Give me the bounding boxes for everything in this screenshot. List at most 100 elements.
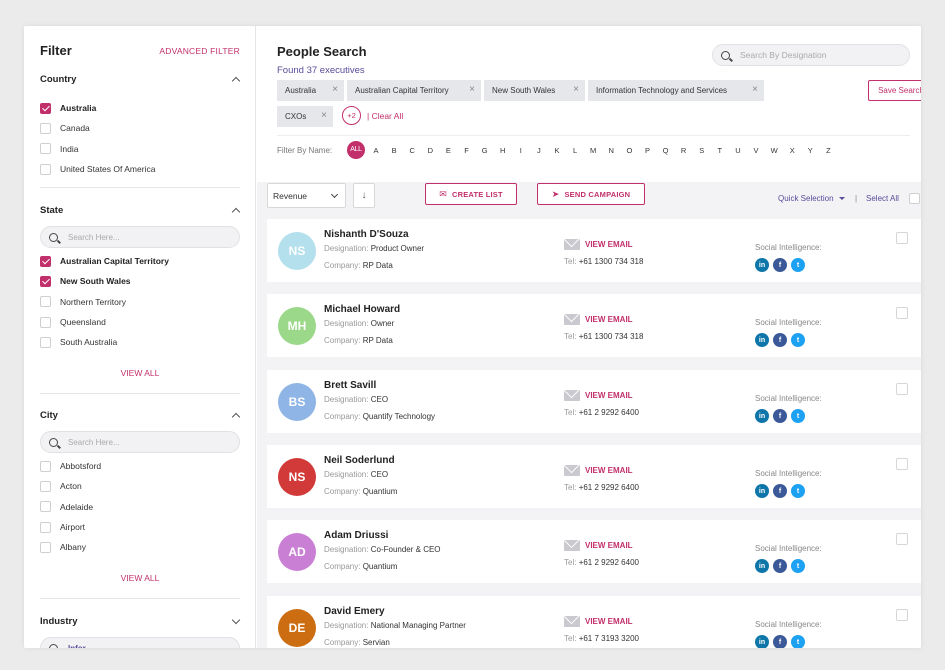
view-email-link[interactable]: VIEW EMAIL [585, 617, 633, 626]
industry-search-input[interactable] [68, 643, 218, 648]
city-option-adelaide[interactable]: Adelaide [40, 497, 240, 517]
select-all-checkbox[interactable] [909, 193, 920, 204]
twitter-icon[interactable]: t [791, 409, 805, 423]
quick-selection-dropdown[interactable]: Quick Selection [778, 194, 845, 203]
person-name[interactable]: Nishanth D'Souza [324, 229, 409, 240]
facebook-icon[interactable]: f [773, 409, 787, 423]
checkbox[interactable] [40, 521, 51, 533]
view-email-link[interactable]: VIEW EMAIL [585, 391, 633, 400]
country-option-usa[interactable]: United States Of America [40, 159, 240, 179]
close-icon[interactable]: × [752, 84, 758, 95]
letter-r[interactable]: R [680, 145, 687, 155]
close-icon[interactable]: × [469, 84, 475, 95]
letter-t[interactable]: T [717, 145, 723, 155]
close-icon[interactable]: × [332, 84, 338, 95]
checkbox[interactable] [40, 460, 51, 472]
city-header[interactable]: City [40, 408, 240, 422]
select-checkbox[interactable] [896, 533, 908, 545]
state-option-nsw[interactable]: New South Wales [40, 271, 240, 291]
sort-select[interactable]: Revenue [267, 183, 346, 208]
city-search[interactable] [40, 431, 240, 453]
create-list-button[interactable]: ✉ CREATE LIST [425, 183, 517, 205]
clear-all-link[interactable]: | Clear All [367, 111, 404, 121]
checkbox[interactable] [40, 255, 51, 267]
letter-p[interactable]: P [644, 145, 650, 155]
letter-q[interactable]: Q [662, 145, 669, 155]
letter-x[interactable]: X [789, 145, 795, 155]
city-option-albany[interactable]: Albany [40, 537, 240, 557]
twitter-icon[interactable]: t [791, 333, 805, 347]
letter-c[interactable]: C [409, 145, 415, 155]
person-card[interactable]: NS Neil Soderlund Designation: CEO Company:… [267, 445, 921, 508]
checkbox[interactable] [40, 163, 51, 175]
letter-f[interactable]: F [464, 145, 469, 155]
letter-u[interactable]: U [735, 145, 741, 155]
letter-v[interactable]: V [753, 145, 759, 155]
more-filters-badge[interactable]: +2 [342, 106, 361, 125]
linkedin-icon[interactable]: in [755, 333, 769, 347]
person-name[interactable]: David Emery [324, 606, 385, 617]
linkedin-icon[interactable]: in [755, 484, 769, 498]
checkbox[interactable] [40, 296, 51, 308]
city-view-all-link[interactable]: VIEW ALL [120, 573, 160, 584]
select-checkbox[interactable] [896, 232, 908, 244]
person-card[interactable]: NS Nishanth D'Souza Designation: Product O… [267, 219, 921, 282]
letter-n[interactable]: N [608, 145, 614, 155]
city-option-acton[interactable]: Acton [40, 476, 240, 496]
country-option-canada[interactable]: Canada [40, 118, 240, 138]
state-view-all-link[interactable]: VIEW ALL [120, 368, 160, 379]
chevron-up-icon[interactable] [232, 206, 240, 214]
checkbox[interactable] [40, 480, 51, 492]
checkbox[interactable] [40, 122, 51, 134]
city-option-abbotsford[interactable]: Abbotsford [40, 456, 240, 476]
checkbox[interactable] [40, 102, 51, 114]
letter-a[interactable]: A [373, 145, 379, 155]
letter-z[interactable]: Z [826, 145, 831, 155]
state-header[interactable]: State [40, 203, 240, 217]
person-card[interactable]: AD Adam Driussi Designation: Co-Founder & … [267, 520, 921, 583]
select-checkbox[interactable] [896, 307, 908, 319]
checkbox[interactable] [40, 501, 51, 513]
letter-b[interactable]: B [391, 145, 397, 155]
view-email-link[interactable]: VIEW EMAIL [585, 315, 633, 324]
linkedin-icon[interactable]: in [755, 559, 769, 573]
letter-h[interactable]: H [499, 145, 506, 155]
view-email-link[interactable]: VIEW EMAIL [585, 240, 633, 249]
advanced-filter-link[interactable]: ADVANCED FILTER [159, 45, 240, 56]
linkedin-icon[interactable]: in [755, 635, 769, 648]
letter-k[interactable]: K [554, 145, 560, 155]
checkbox[interactable] [40, 143, 51, 155]
state-option-sa[interactable]: South Australia [40, 332, 240, 352]
state-option-qld[interactable]: Queensland [40, 312, 240, 332]
chevron-up-icon[interactable] [232, 411, 240, 419]
close-icon[interactable]: × [321, 110, 327, 121]
letter-g[interactable]: G [481, 145, 488, 155]
state-search-input[interactable] [68, 232, 218, 242]
letter-y[interactable]: Y [807, 145, 813, 155]
letter-j[interactable]: J [537, 145, 541, 155]
close-icon[interactable]: × [573, 84, 579, 95]
letter-d[interactable]: D [427, 145, 434, 155]
facebook-icon[interactable]: f [773, 258, 787, 272]
send-campaign-button[interactable]: ➤ SEND CAMPAIGN [537, 183, 645, 205]
sort-direction-button[interactable]: ↓ [353, 183, 375, 208]
state-option-nt[interactable]: Northern Territory [40, 292, 240, 312]
letter-e[interactable]: E [445, 145, 451, 155]
industry-search[interactable] [40, 637, 240, 648]
country-option-australia[interactable]: Australia [40, 98, 240, 118]
letter-w[interactable]: W [770, 145, 778, 155]
city-search-input[interactable] [68, 437, 218, 447]
letter-o[interactable]: O [626, 145, 633, 155]
person-card[interactable]: DE David Emery Designation: National Manag… [267, 596, 921, 648]
designation-search[interactable] [712, 44, 910, 66]
person-card[interactable]: MH Michael Howard Designation: Owner Compan… [267, 294, 921, 357]
view-email-link[interactable]: VIEW EMAIL [585, 466, 633, 475]
person-card[interactable]: BS Brett Savill Designation: CEO Company: Q… [267, 370, 921, 433]
linkedin-icon[interactable]: in [755, 409, 769, 423]
letter-all[interactable]: ALL [347, 141, 365, 159]
state-option-act[interactable]: Australian Capital Territory [40, 251, 240, 271]
chevron-up-icon[interactable] [232, 75, 240, 83]
checkbox[interactable] [40, 275, 51, 287]
person-name[interactable]: Brett Savill [324, 380, 377, 391]
select-checkbox[interactable] [896, 383, 908, 395]
